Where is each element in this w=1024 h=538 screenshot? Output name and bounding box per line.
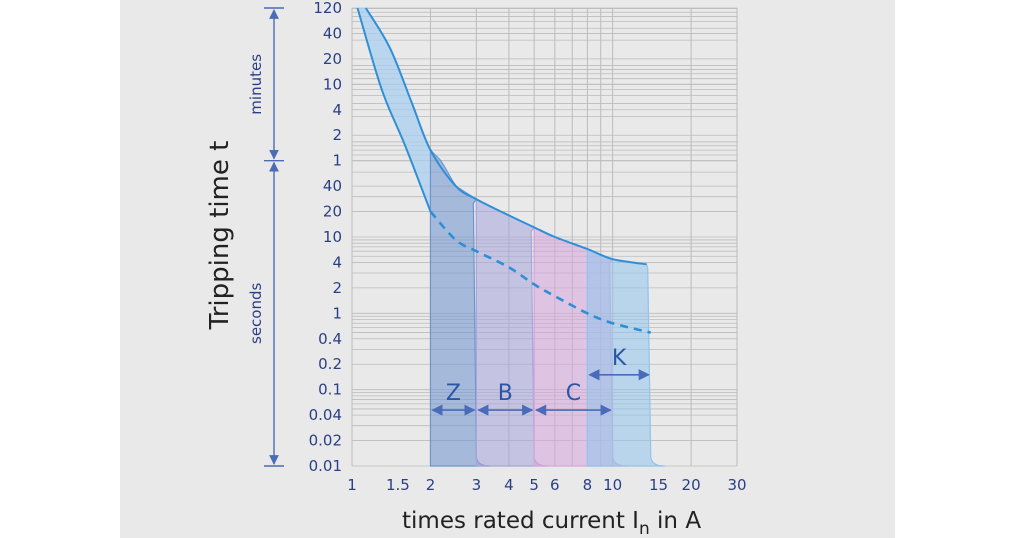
y-tick-label: 40 [323, 24, 342, 42]
y-tick-label: 2 [332, 279, 342, 297]
y-tick-label: 20 [323, 203, 342, 221]
y-tick-label: 120 [313, 0, 342, 17]
x-tick-label: 6 [550, 476, 560, 494]
band-label-z: Z [446, 381, 461, 406]
y-tick-label: 10 [323, 228, 342, 246]
x-tick-label: 1.5 [386, 476, 410, 494]
y-unit-ranges: minutes seconds [247, 7, 284, 467]
y-tick-label: 0.1 [318, 381, 342, 399]
y-tick-label: 0.01 [309, 457, 342, 475]
y-tick-labels: 120 40 20 10 4 2 1 40 20 10 4 2 1 0.4 0.2 0.1 0.04 0.02 0.… [309, 0, 342, 475]
x-tick-label: 4 [504, 476, 514, 494]
band-label-c: C [566, 381, 581, 406]
upper-limit-curve [364, 7, 647, 266]
x-tick-labels: 1 1.5 2 3 4 5 6 8 10 15 20 30 [347, 476, 746, 494]
x-tick-label: 30 [727, 476, 746, 494]
x-axis-title: times rated current In in A [402, 508, 701, 538]
y-axis-title: Tripping time t [205, 141, 235, 331]
x-tick-label: 5 [529, 476, 539, 494]
y-tick-label: 0.4 [318, 330, 342, 348]
limit-curves [356, 7, 652, 334]
characteristic-bands [429, 148, 665, 467]
band-label-b: B [498, 381, 513, 406]
y-tick-label: 1 [332, 304, 342, 322]
band-label-k: K [612, 346, 627, 371]
y-tick-label: 4 [332, 253, 342, 271]
x-tick-label: 3 [472, 476, 482, 494]
y-tick-label: 1 [332, 152, 342, 170]
x-axis-title-main: times rated current I [402, 508, 639, 534]
x-tick-label: 15 [649, 476, 668, 494]
y-tick-label: 0.02 [309, 432, 342, 450]
thermal-envelope [357, 8, 431, 212]
x-tick-label: 8 [583, 476, 593, 494]
y-tick-label: 40 [323, 177, 342, 195]
y-tick-label: 0.04 [309, 406, 342, 424]
x-axis-title-subscript: n [639, 519, 650, 538]
lower-limit-curve-dashed [429, 210, 652, 334]
tripping-envelope [357, 8, 431, 212]
lower-limit-curve [356, 7, 432, 212]
range-label-minutes: minutes [247, 54, 265, 115]
range-label-seconds: seconds [247, 282, 265, 343]
band-arrows: Z B C K [431, 346, 650, 416]
x-tick-label: 2 [426, 476, 436, 494]
x-axis-title-suffix: in A [650, 508, 702, 534]
grid [351, 7, 738, 467]
y-tick-label: 20 [323, 50, 342, 68]
y-tick-label: 2 [332, 126, 342, 144]
x-tick-label: 10 [603, 476, 622, 494]
y-tick-label: 4 [332, 101, 342, 119]
y-tick-label: 0.2 [318, 355, 342, 373]
x-tick-label: 1 [347, 476, 357, 494]
x-tick-label: 20 [682, 476, 701, 494]
y-tick-label: 10 [323, 75, 342, 93]
